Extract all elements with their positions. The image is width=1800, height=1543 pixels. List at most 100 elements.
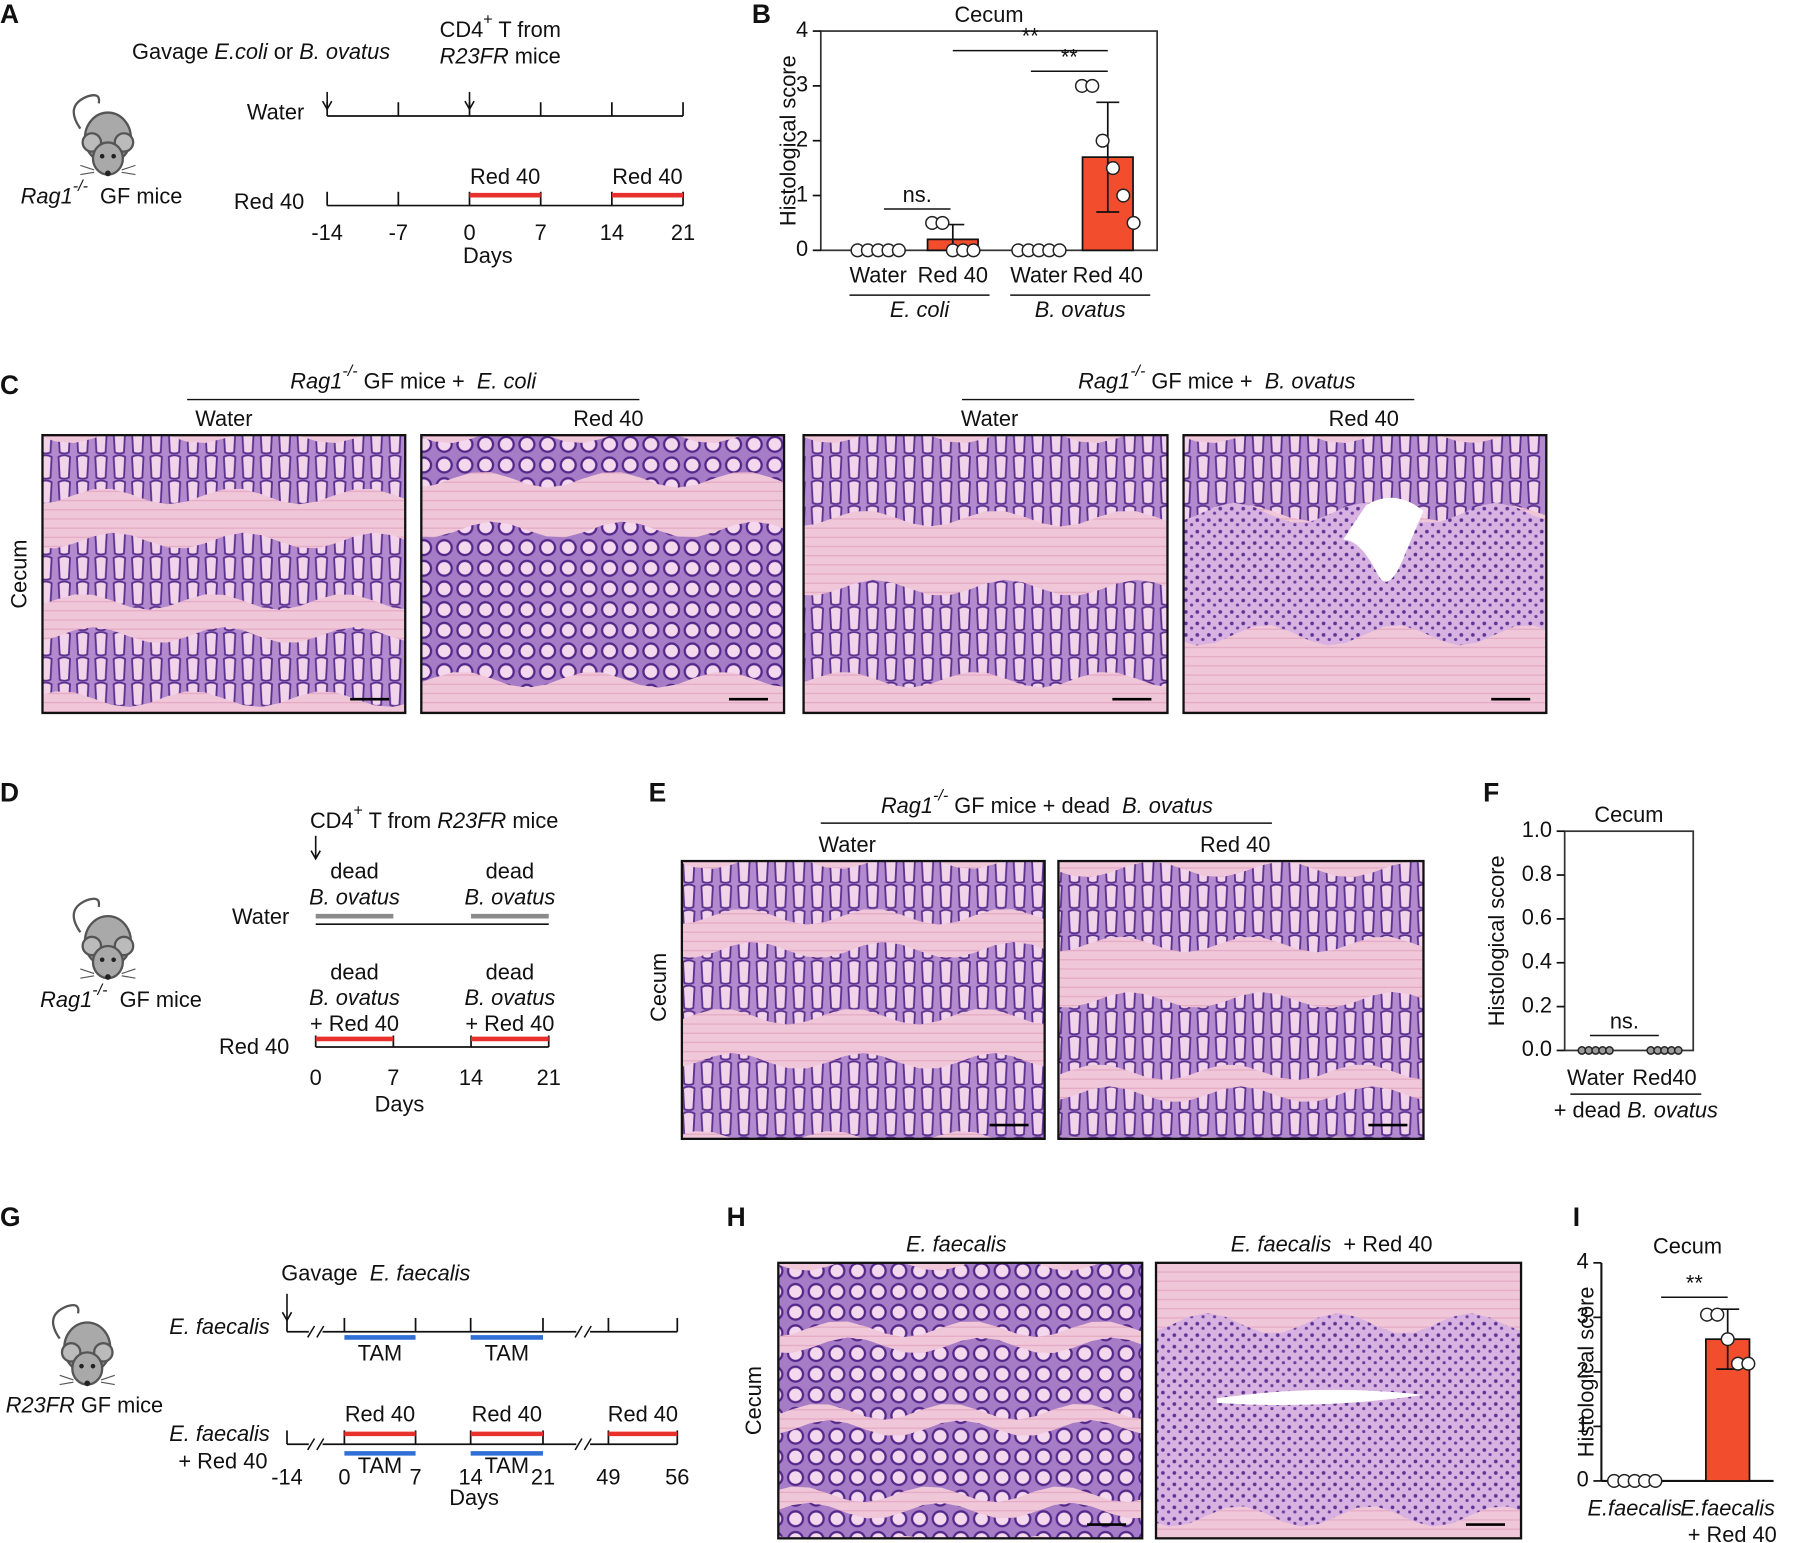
data-point	[1605, 1046, 1614, 1055]
axis-break	[316, 1325, 325, 1338]
image-border	[1182, 434, 1548, 715]
crypt-band	[778, 1420, 1143, 1503]
crypt-band	[42, 532, 406, 610]
transfer-label-part: CD4	[310, 808, 354, 833]
column-label: Water	[195, 406, 252, 431]
column-label-part: E. faecalis	[1231, 1231, 1332, 1256]
group-label: E. coli	[890, 297, 951, 322]
column-label-part: E. faecalis	[906, 1231, 1007, 1256]
axis-break	[574, 1438, 583, 1451]
crypt-band	[1058, 1086, 1424, 1139]
arrow-head	[310, 850, 321, 861]
treatment-label: B. ovatus	[309, 885, 400, 910]
significance-label: **	[1061, 44, 1078, 69]
day-label: -14	[271, 1464, 303, 1489]
group-header: Rag1-/- GF mice + dead B. ovatus	[881, 787, 1213, 818]
transfer-label-part: T from	[493, 17, 561, 42]
group-header-part: B. ovatus	[1122, 793, 1213, 818]
image-border	[802, 434, 1169, 715]
treatment-label: dead	[486, 858, 535, 883]
significance-label: **	[1686, 1270, 1703, 1295]
gavage-label-part: E.coli	[214, 39, 268, 64]
y-tick-label: 0	[1577, 1467, 1589, 1492]
mouse-label-part: Rag1	[21, 183, 73, 208]
y-tick-label: 2	[1577, 1358, 1589, 1383]
x-tick-label: + Red 40	[1688, 1522, 1777, 1543]
treatment-label: + Red 40	[465, 1011, 554, 1036]
y-tick-label: 0.2	[1522, 992, 1552, 1017]
mouse-icon	[51, 1303, 116, 1388]
x-tick-label: Red 40	[918, 262, 988, 287]
transfer-label-part: R23FR	[437, 808, 506, 833]
transfer-label-part: R23FR	[440, 43, 509, 68]
image-border	[1154, 1261, 1523, 1540]
group-label: B. ovatus	[1035, 297, 1126, 322]
tam-label: TAM	[358, 1340, 402, 1365]
panel-letter: D	[0, 777, 19, 807]
group-header-part: GF mice + dead	[948, 793, 1122, 818]
tam-label: TAM	[485, 1340, 529, 1365]
gavage-label-part: E. faecalis	[370, 1260, 471, 1285]
mouse-label-part: Rag1	[40, 987, 92, 1012]
row-label: Cecum	[646, 953, 671, 1022]
histology-image	[778, 1262, 1143, 1539]
panel-letter: H	[727, 1202, 746, 1232]
day-label: -14	[311, 220, 343, 245]
treatment-label: Red 40	[472, 1401, 542, 1426]
day-label: 56	[665, 1464, 689, 1489]
row-label: Water	[232, 904, 289, 929]
axis-break-gap	[308, 1328, 323, 1336]
y-tick-label: 3	[1577, 1303, 1589, 1328]
panel-letter: F	[1483, 777, 1499, 807]
column-label: Water	[961, 406, 1018, 431]
histology-image	[1155, 1262, 1522, 1539]
y-tick-label: 4	[1577, 1249, 1589, 1274]
histology-image	[681, 861, 1045, 1139]
day-label: 7	[535, 220, 547, 245]
panel-letter: G	[0, 1202, 21, 1232]
panel-letter: C	[0, 370, 19, 400]
row-label: Cecum	[741, 1366, 766, 1435]
chart-title: Cecum	[1653, 1234, 1722, 1259]
data-point	[1710, 1307, 1725, 1322]
mouse-label: Rag1-/- GF mice	[21, 177, 183, 208]
axis-break	[583, 1438, 592, 1451]
crypt-band	[42, 435, 406, 505]
data-point	[1673, 1046, 1683, 1055]
y-tick-label: 1	[1577, 1412, 1589, 1437]
axis-break	[316, 1438, 325, 1451]
treatment-label: Red 40	[470, 164, 540, 189]
group-label-part: + dead	[1554, 1097, 1627, 1122]
axis-break-gap	[308, 1440, 323, 1448]
day-label: 21	[671, 220, 695, 245]
data-point	[1085, 78, 1100, 93]
column-label: E. faecalis	[906, 1231, 1007, 1256]
mouse-label: R23FR GF mice	[6, 1392, 163, 1417]
day-label: 21	[531, 1464, 555, 1489]
gavage-label-part: or	[268, 39, 299, 64]
column-label: Red 40	[573, 406, 643, 431]
group-label-part: B. ovatus	[1627, 1097, 1718, 1122]
tam-label: TAM	[485, 1453, 529, 1478]
axis-label: Days	[375, 1091, 425, 1116]
column-label-part: + Red 40	[1331, 1231, 1432, 1256]
image-border	[420, 434, 786, 715]
y-axis-label: Histological score	[1484, 855, 1509, 1026]
y-tick-label: 2	[796, 126, 808, 151]
treatment-label: dead	[486, 959, 535, 984]
y-tick-label: 0.0	[1522, 1036, 1552, 1061]
y-tick-label: 3	[796, 72, 808, 97]
treatment-label: Red 40	[345, 1401, 415, 1426]
treatment-label: + Red 40	[310, 1011, 399, 1036]
axis-break	[574, 1325, 583, 1338]
gavage-label-part: B. ovatus	[299, 39, 390, 64]
y-tick-label: 0.4	[1522, 949, 1552, 974]
data-point	[1648, 1473, 1663, 1488]
treatment-label: B. ovatus	[464, 985, 555, 1010]
crypt-band	[1183, 435, 1547, 522]
treatment-label: dead	[330, 959, 379, 984]
tam-label: TAM	[358, 1453, 402, 1478]
mouse-label: Rag1-/- GF mice	[40, 981, 202, 1012]
crypt-band	[681, 861, 1045, 925]
